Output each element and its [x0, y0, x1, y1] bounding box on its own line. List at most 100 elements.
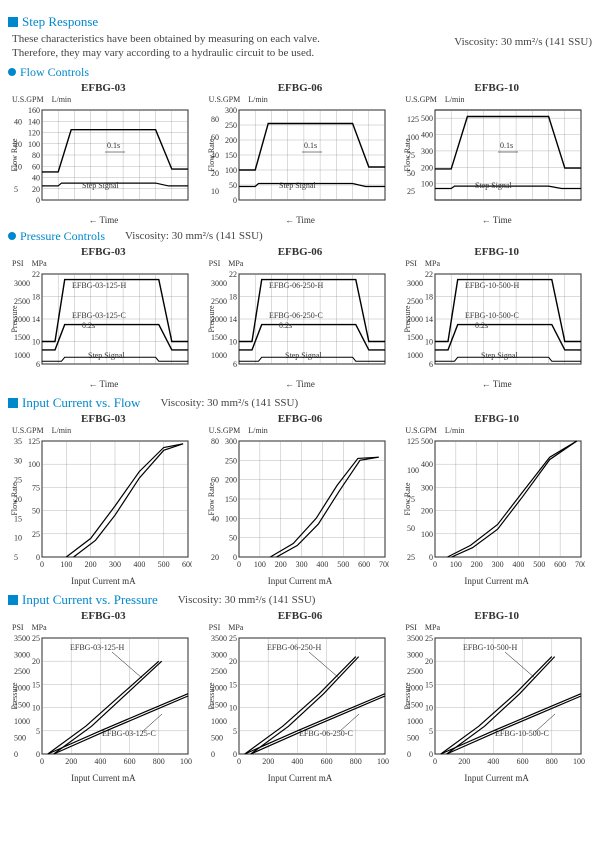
- svg-text:800: 800: [349, 757, 361, 766]
- svg-text:3500: 3500: [14, 634, 30, 643]
- chart-EFBG-10: EFBG-10U.S.GPM L/min10020030040050012510…: [401, 82, 592, 225]
- svg-text:Step Signal: Step Signal: [279, 181, 316, 190]
- svg-text:22: 22: [32, 270, 40, 279]
- chart-EFBG-06: EFBG-06U.S.GPM L/min05010015020025030080…: [205, 82, 396, 225]
- svg-text:5: 5: [36, 726, 40, 735]
- svg-text:Flow Rate: Flow Rate: [207, 482, 216, 516]
- svg-text:10: 10: [32, 703, 40, 712]
- svg-text:6: 6: [233, 360, 237, 369]
- svg-text:600: 600: [358, 560, 370, 569]
- svg-text:1500: 1500: [407, 333, 423, 342]
- units-right: L/min: [248, 95, 268, 104]
- pressure-controls-viscosity: Viscosity: 30 mm²/s (141 SSU): [125, 230, 263, 242]
- units-left: U.S.GPM: [209, 426, 241, 435]
- svg-text:EFBG-03-125-H: EFBG-03-125-H: [70, 643, 124, 652]
- svg-text:5: 5: [429, 726, 433, 735]
- svg-text:60: 60: [32, 162, 40, 171]
- chart-title: EFBG-03: [8, 610, 199, 622]
- sub-flow-controls: Flow Controls: [8, 65, 592, 80]
- svg-text:200: 200: [459, 757, 471, 766]
- svg-text:5: 5: [14, 553, 18, 562]
- svg-text:0: 0: [237, 560, 241, 569]
- svg-text:500: 500: [407, 733, 419, 742]
- svg-text:500: 500: [211, 733, 223, 742]
- x-axis-label: Input Current mA: [401, 576, 592, 586]
- units-left: PSI: [12, 623, 24, 632]
- svg-text:40: 40: [32, 173, 40, 182]
- units-left: U.S.GPM: [405, 95, 437, 104]
- svg-text:25: 25: [229, 634, 237, 643]
- svg-text:EFBG-10-500-C: EFBG-10-500-C: [495, 729, 549, 738]
- svg-text:10: 10: [229, 703, 237, 712]
- svg-text:0: 0: [433, 757, 437, 766]
- bullet-icon: [8, 68, 16, 76]
- svg-text:120: 120: [28, 128, 40, 137]
- x-axis-label: Input Current mA: [205, 576, 396, 586]
- units-left: U.S.GPM: [12, 95, 44, 104]
- svg-text:10: 10: [425, 703, 433, 712]
- section-step-response: Step Response: [8, 14, 320, 30]
- units-right: MPa: [425, 623, 440, 632]
- svg-text:500: 500: [14, 733, 26, 742]
- section-current-pressure: Input Current vs. Pressure Viscosity: 30…: [8, 592, 592, 608]
- section1-desc2: Therefore, they may vary according to a …: [12, 46, 320, 60]
- svg-text:0: 0: [233, 196, 237, 205]
- svg-text:1500: 1500: [211, 333, 227, 342]
- svg-text:600: 600: [182, 560, 192, 569]
- svg-text:0.1s: 0.1s: [107, 141, 120, 150]
- pressure-charts-row: EFBG-03PSI MPa61014182230002500200015001…: [8, 246, 592, 389]
- x-axis-label: ← Time: [205, 379, 396, 389]
- svg-text:3500: 3500: [407, 634, 423, 643]
- units-right: L/min: [445, 426, 465, 435]
- svg-text:200: 200: [421, 163, 433, 172]
- chart-title: EFBG-06: [205, 246, 396, 258]
- svg-text:0: 0: [40, 560, 44, 569]
- units-right: L/min: [445, 95, 465, 104]
- svg-text:40: 40: [14, 117, 22, 126]
- svg-text:10: 10: [14, 533, 22, 542]
- svg-text:14: 14: [32, 315, 40, 324]
- svg-text:0.1s: 0.1s: [304, 141, 317, 150]
- svg-text:2500: 2500: [211, 667, 227, 676]
- svg-text:20: 20: [32, 657, 40, 666]
- svg-text:1000: 1000: [377, 757, 389, 766]
- svg-text:35: 35: [14, 437, 22, 446]
- svg-text:10: 10: [425, 337, 433, 346]
- x-axis-label: ← Time: [8, 215, 199, 225]
- current-pressure-viscosity: Viscosity: 30 mm²/s (141 SSU): [178, 594, 316, 606]
- svg-text:100: 100: [421, 529, 433, 538]
- svg-text:25: 25: [32, 634, 40, 643]
- svg-text:150: 150: [225, 495, 237, 504]
- svg-text:1500: 1500: [14, 333, 30, 342]
- svg-text:200: 200: [65, 757, 77, 766]
- svg-text:3500: 3500: [211, 634, 227, 643]
- svg-text:100: 100: [28, 460, 40, 469]
- units-right: L/min: [52, 95, 72, 104]
- chart-EFBG-03: EFBG-03U.S.GPM L/min02550751001253530252…: [8, 413, 199, 586]
- svg-text:0: 0: [40, 757, 44, 766]
- square-icon: [8, 17, 18, 27]
- svg-text:Flow Rate: Flow Rate: [403, 138, 412, 172]
- svg-text:100: 100: [407, 466, 419, 475]
- units-right: L/min: [52, 426, 72, 435]
- svg-text:400: 400: [316, 560, 328, 569]
- svg-text:14: 14: [229, 315, 237, 324]
- svg-text:80: 80: [211, 115, 219, 124]
- svg-text:50: 50: [32, 506, 40, 515]
- chart-title: EFBG-03: [8, 413, 199, 425]
- chart-EFBG-06: EFBG-06PSI MPa61014182230002500200015001…: [205, 246, 396, 389]
- units-left: PSI: [405, 623, 417, 632]
- current-flow-charts-row: EFBG-03U.S.GPM L/min02550751001253530252…: [8, 413, 592, 586]
- svg-text:Step Signal: Step Signal: [82, 181, 119, 190]
- units-right: L/min: [248, 426, 268, 435]
- units-right: MPa: [32, 623, 47, 632]
- chart-EFBG-06: EFBG-06PSI MPa05101520253500300025002000…: [205, 610, 396, 783]
- svg-text:25: 25: [425, 634, 433, 643]
- svg-text:300: 300: [225, 106, 237, 115]
- svg-text:200: 200: [274, 560, 286, 569]
- chart-EFBG-10: EFBG-10PSI MPa05101520253500300025002000…: [401, 610, 592, 783]
- chart-title: EFBG-06: [205, 610, 396, 622]
- svg-text:2500: 2500: [407, 667, 423, 676]
- svg-text:EFBG-03-125-C: EFBG-03-125-C: [102, 729, 156, 738]
- svg-text:Pressure: Pressure: [207, 305, 216, 333]
